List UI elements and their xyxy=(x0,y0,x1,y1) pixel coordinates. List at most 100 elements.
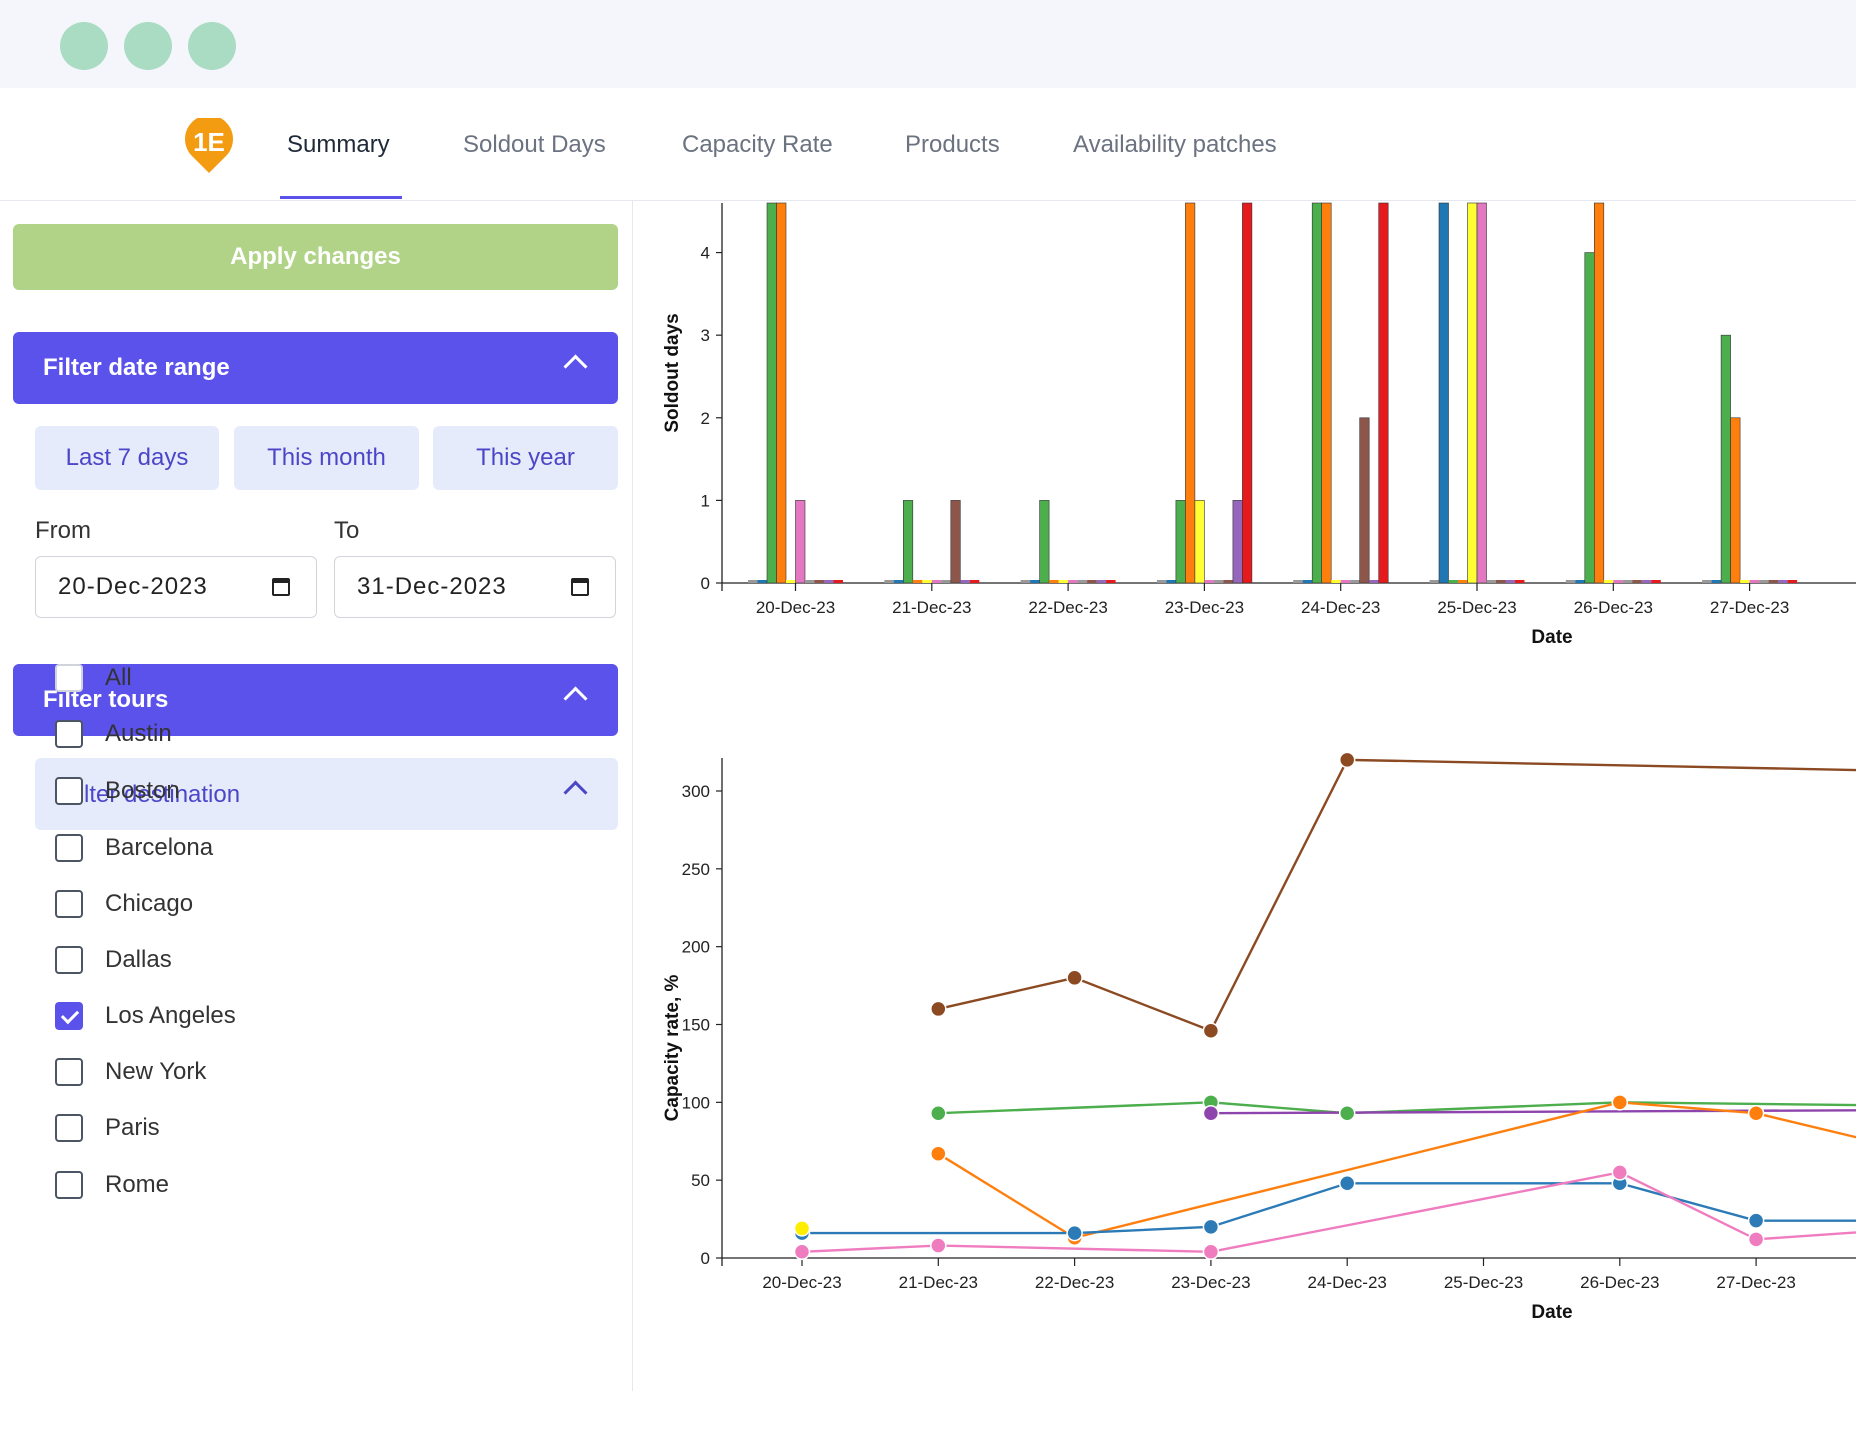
this-year-button[interactable]: This year xyxy=(433,426,618,490)
bar xyxy=(786,580,796,583)
calendar-icon[interactable] xyxy=(272,578,290,596)
x-axis-title: Date xyxy=(1531,1302,1572,1323)
y-tick-label: 200 xyxy=(682,938,710,957)
filter-sidebar: Apply changes Filter date range Last 7 d… xyxy=(0,201,633,1391)
window-close-button[interactable] xyxy=(60,22,108,70)
data-point xyxy=(1202,1218,1220,1236)
soldout-days-bar-chart: 0 1 2 3 4 20-Dec-23 21-Dec-23 22-Dec-23 23-Dec-2… xyxy=(662,202,1856,648)
bar xyxy=(1293,580,1303,583)
data-point xyxy=(1611,1094,1629,1111)
from-label: From xyxy=(35,517,91,544)
bar xyxy=(1486,580,1496,583)
tab-products[interactable]: Products xyxy=(905,131,1000,158)
series-line xyxy=(937,1101,1856,1240)
y-tick-label: 100 xyxy=(682,1093,710,1112)
destination-label: Austin xyxy=(105,720,172,747)
x-tick-label: 25-Dec-23 xyxy=(1437,598,1516,617)
filter-destination-title: Filter destination xyxy=(64,781,241,808)
tab-capacity-rate[interactable]: Capacity Rate xyxy=(682,131,833,158)
bar xyxy=(1593,202,1605,584)
data-point xyxy=(1747,1104,1765,1122)
destination-checkbox[interactable] xyxy=(55,720,83,748)
bar xyxy=(1467,202,1478,584)
to-date-value: 31-Dec-2023 xyxy=(357,573,507,600)
filter-tours-header[interactable]: Filter tours xyxy=(13,664,618,736)
data-point xyxy=(793,1220,811,1237)
data-point xyxy=(1338,1104,1356,1122)
bar xyxy=(1194,500,1205,584)
bar xyxy=(1175,500,1186,584)
bar xyxy=(1232,500,1243,584)
bar xyxy=(1515,580,1525,583)
destination-checkbox[interactable] xyxy=(55,1171,83,1199)
destination-label: Paris xyxy=(105,1114,160,1141)
y-tick-label: 50 xyxy=(691,1171,710,1190)
y-tick-label: 3 xyxy=(701,326,710,345)
svg-text:1E: 1E xyxy=(193,127,225,157)
bar xyxy=(1331,580,1341,583)
destination-label: New York xyxy=(105,1058,207,1085)
data-point xyxy=(1202,1022,1220,1039)
data-point xyxy=(1747,1231,1765,1248)
bar xyxy=(1020,580,1031,583)
window-titlebar xyxy=(0,0,1856,88)
destination-checkbox[interactable] xyxy=(55,946,83,974)
tab-summary[interactable]: Summary xyxy=(287,131,390,158)
y-tick-label: 0 xyxy=(701,1249,710,1268)
data-point xyxy=(1338,751,1356,769)
bar xyxy=(1632,580,1642,583)
apply-changes-button[interactable]: Apply changes xyxy=(13,224,618,290)
bar xyxy=(1505,580,1515,583)
to-date-input[interactable]: 31-Dec-2023 xyxy=(334,556,616,618)
data-point xyxy=(1066,969,1083,987)
bar xyxy=(1622,580,1633,583)
x-tick-label: 25-Dec-23 xyxy=(1444,1273,1523,1292)
destination-checkbox[interactable] xyxy=(55,1114,83,1142)
bar xyxy=(805,580,815,583)
bar xyxy=(1641,580,1652,583)
window-maximize-button[interactable] xyxy=(188,22,236,70)
this-month-button[interactable]: This month xyxy=(234,426,419,490)
data-point xyxy=(930,1237,947,1254)
bar xyxy=(814,580,824,583)
bar xyxy=(1030,580,1040,583)
filter-destination-header[interactable]: Filter destination xyxy=(35,758,618,830)
bar xyxy=(757,580,767,583)
bar xyxy=(1778,580,1788,583)
bar xyxy=(1077,580,1088,583)
x-tick-label: 22-Dec-23 xyxy=(1035,1273,1114,1292)
filter-date-range-header[interactable]: Filter date range xyxy=(13,332,618,404)
bar xyxy=(893,580,904,583)
tab-soldout-days[interactable]: Soldout Days xyxy=(463,131,606,158)
series-line xyxy=(938,758,1856,1033)
from-date-input[interactable]: 20-Dec-2023 xyxy=(35,556,317,618)
destination-checkbox[interactable] xyxy=(55,1002,83,1030)
bar xyxy=(766,202,777,584)
last-7-days-button[interactable]: Last 7 days xyxy=(35,426,219,490)
bar xyxy=(1340,580,1351,583)
bar xyxy=(1096,580,1107,583)
bar xyxy=(941,580,951,583)
bar xyxy=(1302,580,1313,583)
destination-checkbox[interactable] xyxy=(55,777,83,805)
data-point xyxy=(1611,1164,1629,1181)
y-tick-label: 300 xyxy=(682,782,710,801)
x-tick-label: 24-Dec-23 xyxy=(1301,598,1380,617)
chevron-up-icon xyxy=(563,780,588,805)
window-minimize-button[interactable] xyxy=(124,22,172,70)
destination-checkbox[interactable] xyxy=(55,890,83,918)
bar xyxy=(1787,580,1798,583)
destination-label: Barcelona xyxy=(105,834,214,861)
x-tick-label: 20-Dec-23 xyxy=(762,1273,841,1292)
x-tick-label: 26-Dec-23 xyxy=(1574,598,1653,617)
bar xyxy=(833,580,843,583)
tab-availability-patches[interactable]: Availability patches xyxy=(1073,131,1277,158)
destination-checkbox[interactable] xyxy=(55,834,83,862)
destination-checkbox[interactable] xyxy=(55,1058,83,1086)
bar xyxy=(1378,202,1389,584)
calendar-icon[interactable] xyxy=(571,578,589,596)
destination-label: All xyxy=(105,664,132,691)
bar xyxy=(1584,252,1595,584)
destination-checkbox[interactable] xyxy=(55,664,83,692)
bar xyxy=(1156,580,1167,583)
